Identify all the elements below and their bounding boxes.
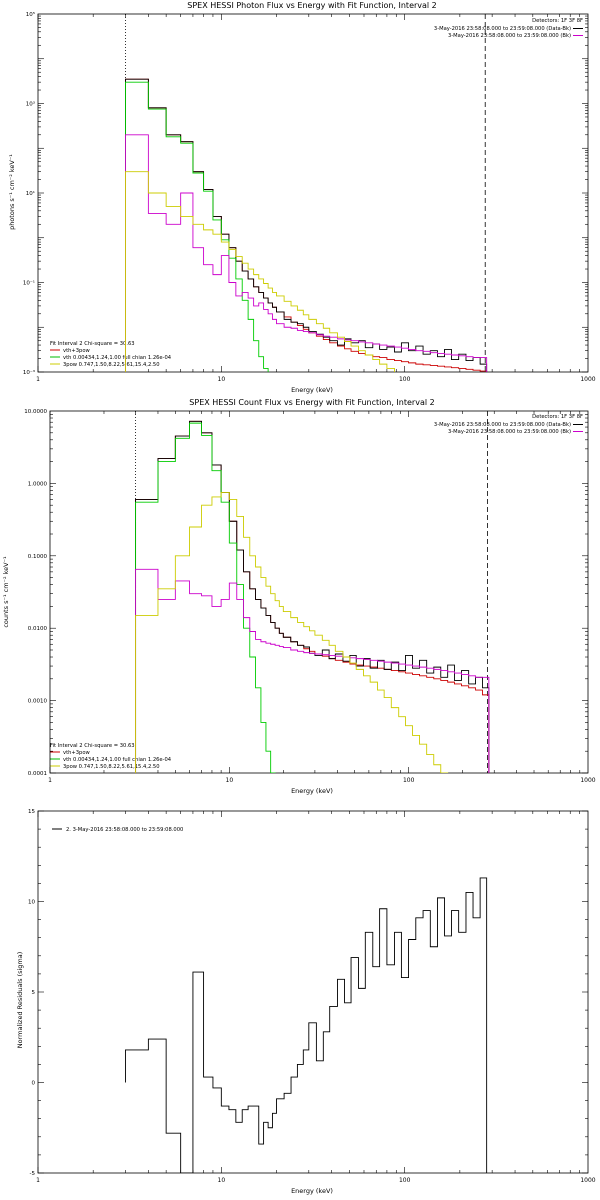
y-tick-label: 0.0010 [28, 699, 48, 705]
plot-frame [37, 810, 589, 1174]
series-line-0 [135, 420, 490, 773]
photon-flux-panel: SPEX HESSI Photon Flux vs Energy with Fi… [8, 1, 596, 394]
series-line-0 [125, 78, 488, 372]
y-tick-label: 10¹ [26, 190, 35, 197]
legend-entry-1: vth+3pow [63, 348, 91, 354]
legend-entry-1: vth+3pow [63, 750, 91, 756]
top-right-info-2: 3-May-2016 23:58:08.000 to 23:59:08.000 … [434, 26, 571, 32]
x-tick-label: 100 [399, 1177, 411, 1184]
top-right-info-3: 3-May-2016 23:58:08.000 to 23:59:08.000 … [448, 33, 571, 39]
chart-title: SPEX HESSI Count Flux vs Energy with Fit… [189, 398, 434, 407]
series-line-4 [125, 171, 395, 372]
x-tick-label: 1000 [580, 1177, 595, 1184]
y-tick-label: 1.0000 [28, 481, 48, 487]
x-tick-label: 1 [36, 376, 40, 383]
series-line-4 [135, 492, 449, 773]
x-tick-label: 1 [48, 777, 52, 784]
y-tick-label: 10⁻³ [23, 369, 35, 376]
series-line-2 [135, 422, 276, 773]
x-tick-label: 100 [399, 376, 411, 383]
fit-info: Fit Interval 2 Chi-square = 30.63 [50, 743, 135, 749]
y-tick-label: 0.1000 [28, 554, 48, 560]
x-tick-label: 10 [218, 1177, 226, 1184]
x-tick-label: 10 [218, 376, 226, 383]
y-tick-label: 10.0000 [24, 409, 47, 415]
y-tick-label: 5 [32, 990, 36, 996]
series-line-1 [135, 420, 490, 773]
y-axis-label: Normalized Residuals (sigma) [16, 952, 24, 1049]
series-group [125, 78, 488, 372]
y-tick-label: 0 [32, 1081, 36, 1087]
plot-frame [49, 410, 589, 774]
series-line-1 [125, 78, 488, 372]
legend-entry-3: 3pow 0.747,1.50,8.22,5.61,15.4,2.50 [63, 764, 160, 770]
x-tick-label: 1 [36, 1177, 40, 1184]
y-tick-label: 10³ [26, 101, 35, 108]
count-flux-panel: SPEX HESSI Count Flux vs Energy with Fit… [2, 398, 596, 795]
x-tick-label: 10 [226, 777, 234, 784]
top-right-info-1: Detectors: 1F 3F 8F [532, 18, 583, 24]
y-axis-label: photons s⁻¹ cm⁻² keV⁻¹ [8, 154, 16, 230]
series-line-0 [125, 877, 488, 1173]
x-tick-label: 1000 [580, 777, 595, 784]
top-right-info-2: 3-May-2016 23:58:08.000 to 23:59:08.000 … [434, 422, 571, 428]
y-tick-label: 0.0100 [28, 626, 48, 632]
legend-entry-1: 2. 3-May-2016 23:58:08.000 to 23:59:08.0… [66, 827, 183, 833]
x-tick-label: 1000 [580, 376, 595, 383]
top-right-info-1: Detectors: 1F 3F 8F [532, 414, 583, 420]
x-tick-label: 100 [403, 777, 415, 784]
series-group [135, 420, 490, 773]
x-axis-label: Energy (keV) [291, 1187, 333, 1195]
series-line-3 [125, 134, 488, 372]
y-tick-label: 0.0001 [28, 771, 47, 777]
series-line-2 [125, 81, 269, 372]
series-line-3 [135, 568, 490, 773]
x-axis-label: Energy (keV) [291, 787, 333, 795]
fit-info: Fit Interval 2 Chi-square = 30.63 [50, 341, 135, 347]
plot-frame [37, 13, 589, 373]
y-tick-label: 15 [28, 809, 35, 815]
x-axis-label: Energy (keV) [291, 386, 333, 394]
y-tick-label: 10⁻¹ [23, 280, 35, 287]
legend-entry-3: 3pow 0.747,1.50,8.22,5.61,15.4,2.50 [63, 362, 160, 368]
series-group [125, 877, 488, 1173]
chart-title: SPEX HESSI Photon Flux vs Energy with Fi… [187, 1, 437, 10]
legend-entry-2: vth 0.00434,1.24,1.00 full chian 1.26e-0… [63, 355, 172, 361]
y-tick-label: -5 [30, 1171, 36, 1177]
top-right-info-3: 3-May-2016 23:58:08.000 to 23:59:08.000 … [448, 429, 571, 435]
y-tick-label: 10⁵ [26, 11, 35, 18]
residuals-panel: 2. 3-May-2016 23:58:08.000 to 23:59:08.0… [16, 809, 596, 1195]
y-tick-label: 10 [28, 900, 35, 906]
y-axis-label: counts s⁻¹ cm⁻² keV⁻¹ [2, 556, 10, 628]
legend-entry-2: vth 0.00434,1.24,1.00 full chian 1.26e-0… [63, 757, 172, 763]
